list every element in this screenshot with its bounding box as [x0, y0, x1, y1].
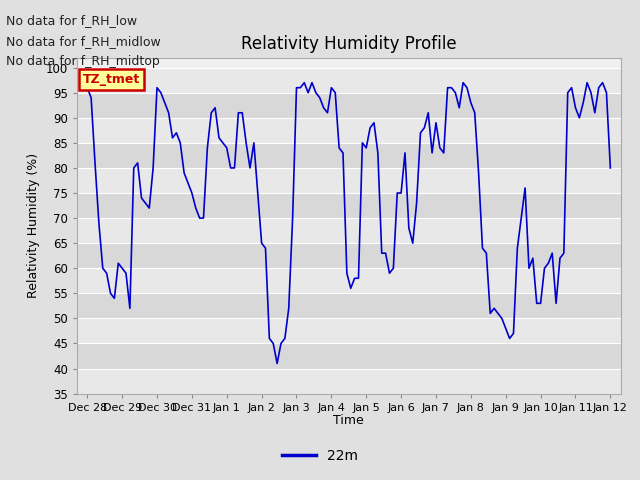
Bar [77, 118, 621, 143]
Text: No data for f_RH_midtop: No data for f_RH_midtop [6, 55, 160, 68]
Bar [77, 243, 621, 268]
Text: No data for f_RH_midlow: No data for f_RH_midlow [6, 35, 161, 48]
Bar [77, 344, 621, 369]
Bar [77, 143, 621, 168]
Bar [77, 318, 621, 344]
Legend: 22m: 22m [276, 443, 364, 468]
Text: TZ_tmet: TZ_tmet [83, 73, 140, 86]
Bar [77, 168, 621, 193]
Bar [77, 193, 621, 218]
X-axis label: Time: Time [333, 414, 364, 427]
Bar [77, 268, 621, 293]
Bar [77, 369, 621, 394]
Bar [77, 218, 621, 243]
Bar [77, 93, 621, 118]
Title: Relativity Humidity Profile: Relativity Humidity Profile [241, 35, 456, 53]
Bar [77, 68, 621, 93]
Text: No data for f_RH_low: No data for f_RH_low [6, 14, 138, 27]
Bar [77, 293, 621, 318]
Y-axis label: Relativity Humidity (%): Relativity Humidity (%) [27, 153, 40, 298]
